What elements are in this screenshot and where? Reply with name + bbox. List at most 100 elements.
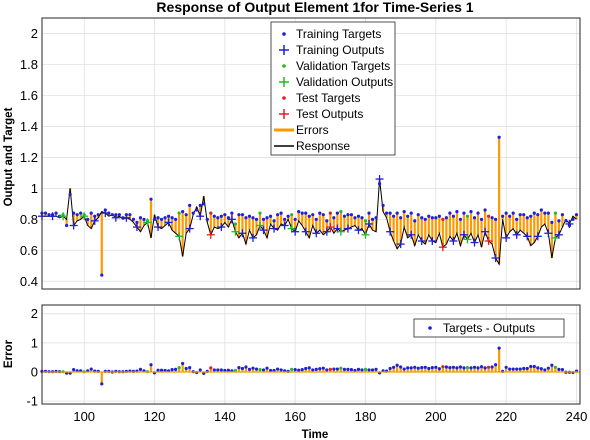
error-point bbox=[149, 363, 153, 367]
target-point bbox=[311, 213, 315, 217]
target-point bbox=[571, 217, 575, 221]
target-point bbox=[297, 209, 301, 214]
target-point bbox=[138, 216, 143, 220]
output-marker bbox=[122, 213, 131, 222]
error-point bbox=[388, 366, 392, 371]
output-marker bbox=[512, 230, 521, 239]
error-point bbox=[174, 367, 178, 371]
error-point bbox=[448, 366, 452, 370]
legend-training-targets: Training Targets bbox=[282, 27, 381, 41]
error-point bbox=[434, 365, 438, 369]
target-point bbox=[283, 217, 287, 221]
legend-validation-targets: Validation Targets bbox=[282, 59, 390, 73]
target-point bbox=[198, 203, 202, 207]
error-point bbox=[511, 367, 515, 371]
error-point bbox=[392, 365, 396, 369]
output-marker bbox=[175, 232, 184, 241]
response-y-label: Output and Target bbox=[3, 107, 15, 206]
target-point bbox=[522, 213, 526, 217]
response-y-tick: 1.8 bbox=[20, 57, 38, 72]
error-point bbox=[138, 367, 143, 371]
error-point bbox=[504, 365, 508, 369]
target-point bbox=[370, 217, 375, 221]
output-marker bbox=[256, 221, 265, 230]
legend-training-outputs-label: Training Outputs bbox=[296, 43, 384, 57]
target-point bbox=[230, 211, 234, 215]
target-point bbox=[325, 219, 329, 223]
error-point bbox=[458, 365, 463, 369]
output-marker bbox=[484, 236, 493, 245]
error-point bbox=[416, 366, 420, 370]
error-point bbox=[202, 371, 206, 376]
error-point bbox=[356, 367, 361, 371]
output-marker bbox=[196, 212, 205, 221]
error-point bbox=[321, 366, 325, 370]
target-point bbox=[377, 182, 382, 186]
output-marker bbox=[48, 212, 57, 221]
target-point bbox=[54, 211, 58, 215]
error-y-tick: -1 bbox=[26, 394, 38, 409]
target-point bbox=[159, 217, 164, 221]
target-point bbox=[479, 217, 484, 221]
output-marker bbox=[375, 175, 384, 184]
error-y-label: Error bbox=[3, 339, 15, 368]
output-marker bbox=[322, 227, 331, 236]
error-point bbox=[272, 368, 276, 373]
error-point bbox=[543, 368, 547, 372]
error-point bbox=[181, 361, 185, 366]
target-point bbox=[402, 209, 406, 214]
target-point bbox=[557, 219, 561, 223]
target-point bbox=[304, 211, 308, 215]
error-point bbox=[254, 367, 259, 371]
target-point bbox=[244, 216, 248, 220]
error-point bbox=[483, 366, 487, 370]
target-point bbox=[406, 214, 410, 218]
target-point bbox=[290, 213, 294, 217]
error-point bbox=[216, 368, 220, 372]
target-point bbox=[427, 214, 431, 218]
target-point bbox=[86, 217, 90, 221]
output-marker bbox=[417, 236, 426, 245]
target-point bbox=[451, 214, 456, 218]
target-point bbox=[195, 208, 199, 212]
target-point bbox=[399, 216, 403, 220]
target-point bbox=[501, 214, 505, 218]
legend-marker-targets-outputs bbox=[428, 326, 432, 330]
target-point bbox=[529, 214, 533, 218]
target-point bbox=[300, 211, 304, 215]
x-tick: 100 bbox=[73, 409, 95, 424]
output-marker bbox=[481, 227, 490, 236]
error-point bbox=[300, 368, 304, 372]
error-point bbox=[367, 368, 371, 372]
target-point bbox=[188, 203, 192, 207]
output-marker bbox=[280, 221, 289, 230]
target-point bbox=[275, 213, 280, 217]
target-point bbox=[574, 213, 579, 217]
x-tick: 160 bbox=[284, 409, 306, 424]
error-point bbox=[237, 366, 241, 370]
error-point bbox=[311, 368, 315, 372]
x-tick: 120 bbox=[144, 409, 166, 424]
target-point bbox=[268, 214, 273, 218]
output-marker bbox=[336, 227, 345, 236]
target-point bbox=[508, 214, 512, 218]
target-point bbox=[392, 214, 396, 218]
target-point bbox=[72, 211, 76, 215]
error-point bbox=[360, 368, 364, 372]
target-point bbox=[458, 217, 463, 221]
error-point bbox=[409, 366, 413, 370]
target-point bbox=[483, 208, 487, 212]
error-point bbox=[89, 367, 93, 371]
target-point bbox=[388, 211, 392, 215]
error-point bbox=[370, 368, 375, 372]
target-point bbox=[395, 211, 399, 215]
target-point bbox=[279, 211, 283, 215]
output-marker bbox=[164, 218, 173, 227]
output-marker bbox=[463, 235, 472, 244]
target-point bbox=[89, 211, 93, 215]
error-point bbox=[395, 363, 399, 367]
error-point bbox=[219, 368, 223, 372]
target-point bbox=[374, 216, 378, 220]
target-point bbox=[472, 216, 477, 220]
target-point bbox=[128, 213, 132, 217]
